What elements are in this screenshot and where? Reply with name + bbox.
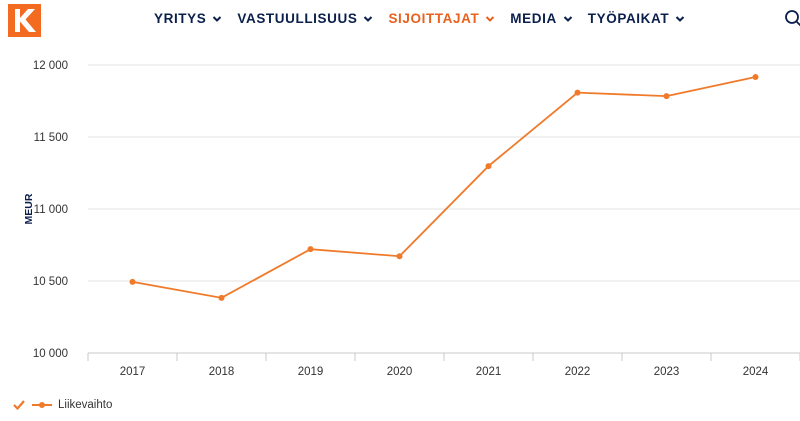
data-point	[752, 73, 759, 80]
data-point	[485, 163, 492, 170]
chevron-down-icon	[213, 15, 222, 22]
nav-item-label: VASTUULLISUUS	[237, 11, 358, 26]
y-tick-label: 11 500	[34, 132, 68, 144]
chart-legend[interactable]: Liikevaihto	[12, 398, 112, 412]
nav-item-yritys[interactable]: YRITYS	[154, 11, 222, 26]
series-line	[132, 76, 756, 299]
nav-item-label: YRITYS	[154, 11, 207, 26]
nav-item-tyopaikat[interactable]: TYÖPAIKAT	[588, 11, 685, 26]
data-point	[574, 89, 581, 96]
x-tick-label: 2020	[387, 366, 413, 378]
data-point	[218, 294, 225, 301]
y-tick-label: 10 000	[33, 348, 68, 360]
nav-item-label: SIJOITTAJAT	[388, 11, 480, 26]
x-tick-label: 2022	[565, 366, 591, 378]
x-tick-label: 2021	[476, 366, 502, 378]
data-point	[307, 246, 314, 253]
data-point	[663, 93, 670, 100]
x-tick-label: 2018	[209, 366, 235, 378]
nav-item-vastuullisuus[interactable]: VASTUULLISUUS	[237, 11, 373, 26]
data-point	[396, 253, 403, 260]
legend-label: Liikevaihto	[58, 399, 113, 411]
k-logo[interactable]	[8, 4, 41, 37]
y-axis-label: MEUR	[23, 193, 35, 224]
legend-line-marker	[32, 402, 52, 408]
x-tick-label: 2023	[654, 366, 680, 378]
check-icon	[13, 400, 25, 411]
nav-item-sijoittajat[interactable]: SIJOITTAJAT	[388, 11, 495, 26]
x-tick-label: 2024	[743, 366, 769, 378]
main-nav: YRITYS VASTUULLISUUS SIJOITTAJAT MEDIA T…	[154, 11, 685, 26]
nav-item-label: MEDIA	[510, 11, 557, 26]
top-navigation-bar: YRITYS VASTUULLISUUS SIJOITTAJAT MEDIA T…	[0, 0, 800, 40]
data-point	[129, 278, 136, 285]
search-icon[interactable]	[784, 9, 800, 29]
chevron-down-icon	[486, 15, 495, 22]
chevron-down-icon	[563, 15, 573, 22]
chevron-down-icon	[675, 15, 685, 22]
y-tick-label: 12 000	[33, 60, 68, 72]
nav-item-label: TYÖPAIKAT	[587, 11, 670, 26]
x-tick-label: 2017	[120, 366, 146, 378]
y-tick-label: 10 500	[33, 276, 68, 288]
revenue-line-chart: 10 000 10 500 11 000 11 500 12 000 2017 2018 20…	[23, 60, 800, 378]
x-tick-label: 2019	[298, 366, 324, 378]
y-tick-label: 11 000	[34, 204, 68, 216]
nav-item-media[interactable]: MEDIA	[510, 11, 573, 26]
chevron-down-icon	[364, 15, 373, 22]
